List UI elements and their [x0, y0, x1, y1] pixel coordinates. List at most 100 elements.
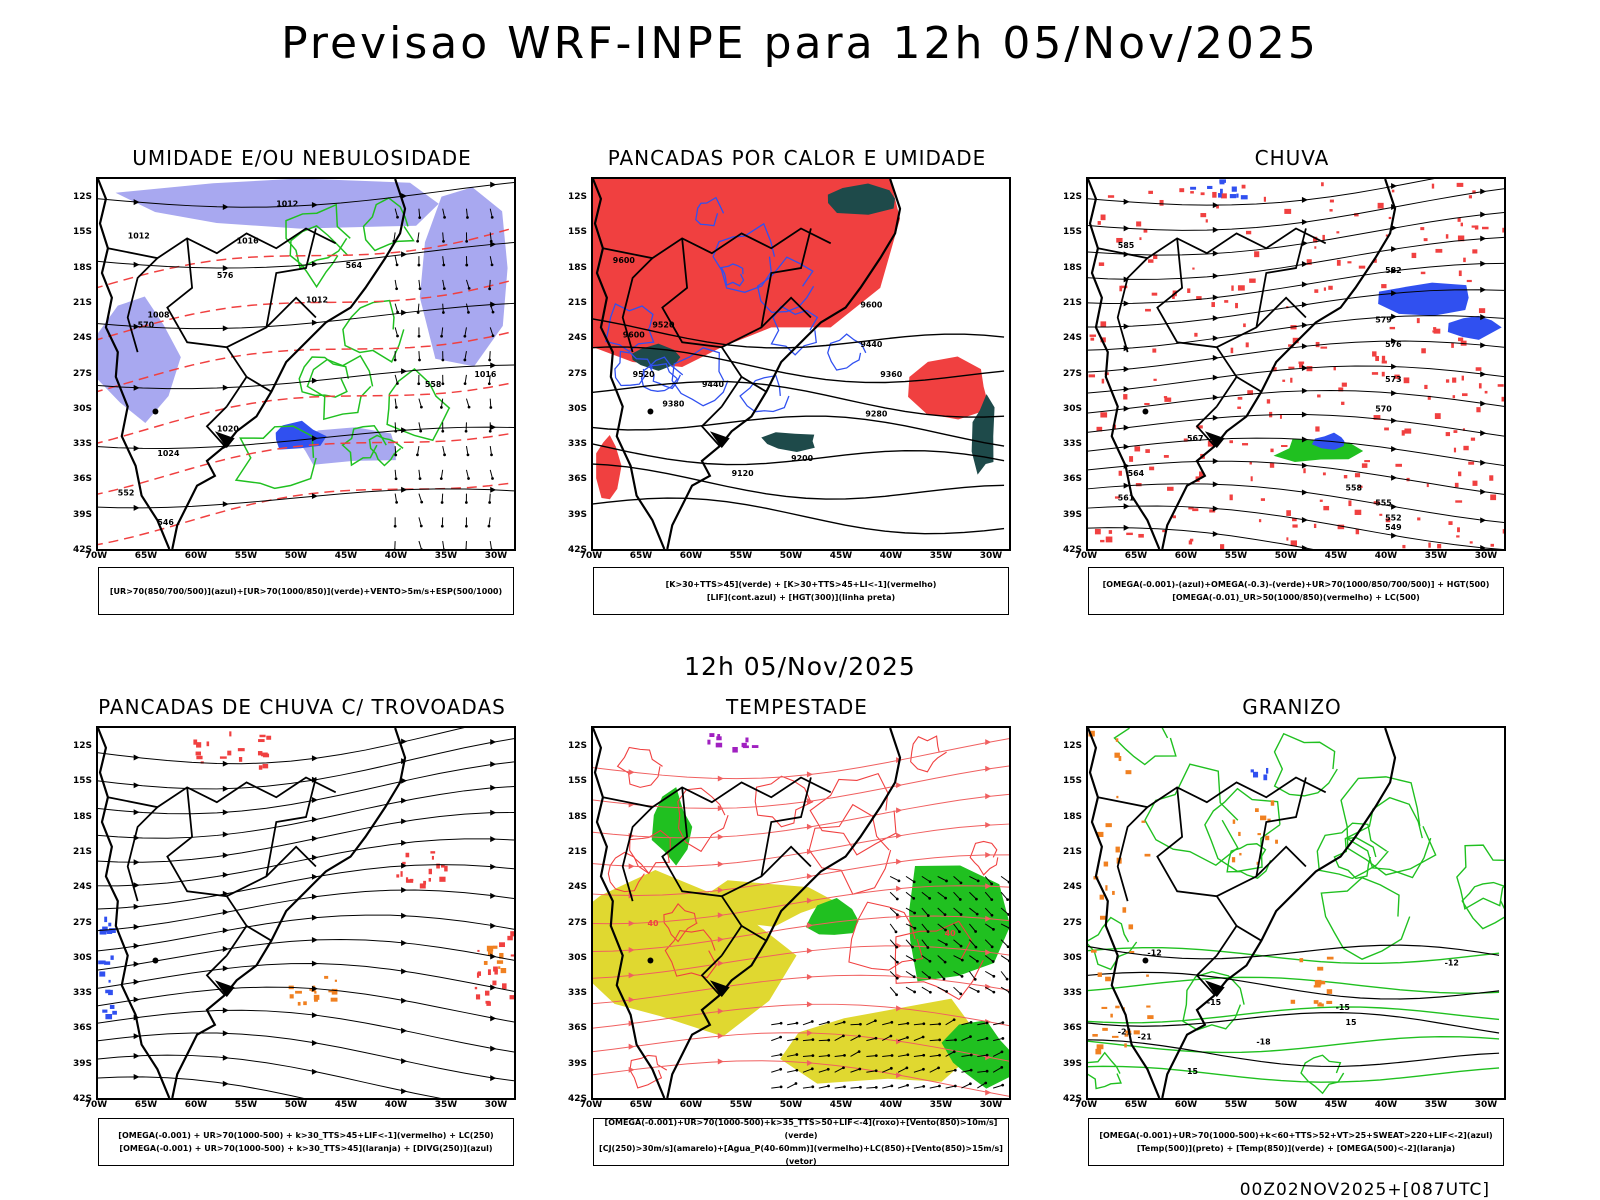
rain-cell	[1243, 323, 1246, 328]
streamline-250-arrow	[311, 1040, 318, 1046]
rain-cell	[1354, 213, 1359, 217]
rain-cell	[1381, 360, 1387, 364]
wind-vector	[905, 970, 915, 978]
lat-tick-label: 18S	[1062, 811, 1082, 822]
wind-vector	[416, 446, 420, 455]
wind-vector	[897, 1067, 908, 1073]
rain-cell	[1323, 505, 1330, 511]
wind-vector-head	[464, 524, 468, 528]
rain-cell	[1377, 202, 1384, 209]
page-title: Previsao WRF-INPE para 12h 05/Nov/2025	[281, 18, 1319, 69]
lon-tick-label: 65W	[629, 551, 653, 561]
wind-vector	[889, 891, 898, 900]
hail-omega-cell	[1265, 835, 1270, 841]
lat-tick-label: 39S	[1062, 1058, 1082, 1069]
wind-vector	[977, 1037, 988, 1042]
rain-cell	[1196, 425, 1203, 429]
contour-label: 564	[346, 261, 363, 270]
streamline-250	[98, 986, 514, 1023]
wind-vector-head	[488, 358, 492, 362]
rain-cell	[1355, 528, 1360, 535]
storm-cell	[493, 966, 498, 972]
country-border	[1116, 257, 1149, 353]
rain-cell	[1143, 229, 1148, 233]
contour-label: 552	[1385, 513, 1402, 522]
wind-vector-head	[890, 1020, 894, 1024]
rain-cell	[1381, 284, 1387, 289]
streamline-250-arrow	[133, 978, 140, 985]
height-500-contour-arrow	[1301, 411, 1308, 418]
hail-omega-cell	[1275, 839, 1278, 844]
isobar-arrow	[133, 504, 140, 511]
rain-cell	[1471, 225, 1478, 228]
wind-vector	[489, 351, 491, 361]
lon-tick-label: 70W	[579, 551, 603, 561]
streamline-850-arrow	[806, 922, 813, 929]
height-500-contour-arrow	[1391, 390, 1398, 397]
country-border	[107, 776, 337, 809]
panel-title-pancadas-calor: PANCADAS POR CALOR E UMIDADE	[607, 146, 987, 170]
wind-vector	[866, 1070, 877, 1073]
wind-vector	[802, 1068, 813, 1073]
lon-tick-label: 30W	[484, 1100, 508, 1110]
height-500-contour-arrow	[1480, 314, 1487, 321]
divergence-cell	[98, 960, 104, 965]
streamline-850-arrow	[806, 848, 813, 855]
wind-vector	[1000, 923, 1009, 929]
wind-vector-head	[1008, 990, 1009, 994]
wind-vector	[442, 208, 446, 218]
humidity-1000-contour	[289, 225, 349, 289]
map-granizo: -12 -12 -15 -15 -18 -21 -21 15 15	[1086, 726, 1506, 1100]
coastline-west	[593, 179, 666, 549]
country-border	[1236, 925, 1262, 942]
wind-vector-head	[906, 1022, 910, 1025]
rain-cell	[1190, 191, 1194, 194]
streamline-250-arrow	[401, 887, 408, 894]
height-500-contour-arrow	[1212, 394, 1219, 401]
omega-area	[1447, 315, 1502, 340]
streamline-850-arrow	[896, 832, 903, 839]
severe-storm-cell	[717, 734, 721, 737]
wind-vector-head	[443, 216, 446, 219]
wind-vector-head	[859, 1085, 862, 1089]
wind-vector-head	[945, 879, 948, 883]
wind-vector	[929, 1067, 939, 1073]
country-border	[1116, 806, 1149, 902]
storm-cell	[492, 980, 497, 986]
lon-tick-label: 50W	[1274, 551, 1298, 561]
wind-vector	[394, 422, 397, 432]
wind-vector-head	[894, 930, 898, 934]
rain-cell	[1361, 463, 1368, 468]
humidity-700-area	[115, 179, 439, 229]
wind-vector-head	[976, 990, 980, 993]
streamline-850-arrow	[985, 915, 992, 922]
height-500-contour-arrow	[1212, 335, 1219, 342]
streamline-250-arrow	[133, 859, 140, 866]
country-border	[265, 228, 317, 328]
rain-cell	[1458, 471, 1462, 477]
isobar-arrow	[401, 427, 408, 434]
rain-cell	[1200, 213, 1207, 218]
lon-tick-label: 50W	[1274, 1100, 1298, 1110]
wind-vector-head	[795, 1068, 799, 1072]
rain-cell	[1336, 259, 1341, 266]
rain-cell	[1466, 279, 1472, 283]
rain-cell	[1435, 248, 1443, 253]
streamline-250-arrow	[490, 953, 497, 960]
rain-cell	[1151, 292, 1158, 296]
thunder-cell	[492, 945, 498, 949]
country-border	[166, 238, 248, 408]
streamline-850-arrow	[985, 883, 992, 890]
contour-label: 9440	[702, 380, 725, 389]
wind-vector-head	[906, 1083, 909, 1087]
country-border	[661, 238, 743, 408]
streamline-850-arrow	[806, 1001, 813, 1008]
wind-vector-head	[906, 1036, 909, 1039]
rain-cell	[1153, 254, 1158, 260]
streamline-250-arrow	[401, 1027, 408, 1034]
wind-vector	[929, 1054, 940, 1057]
wind-vector	[441, 327, 444, 337]
streamline-250-arrow	[401, 862, 408, 869]
streamline-250-arrow	[222, 1007, 229, 1014]
wind-vector-head	[953, 1068, 957, 1072]
